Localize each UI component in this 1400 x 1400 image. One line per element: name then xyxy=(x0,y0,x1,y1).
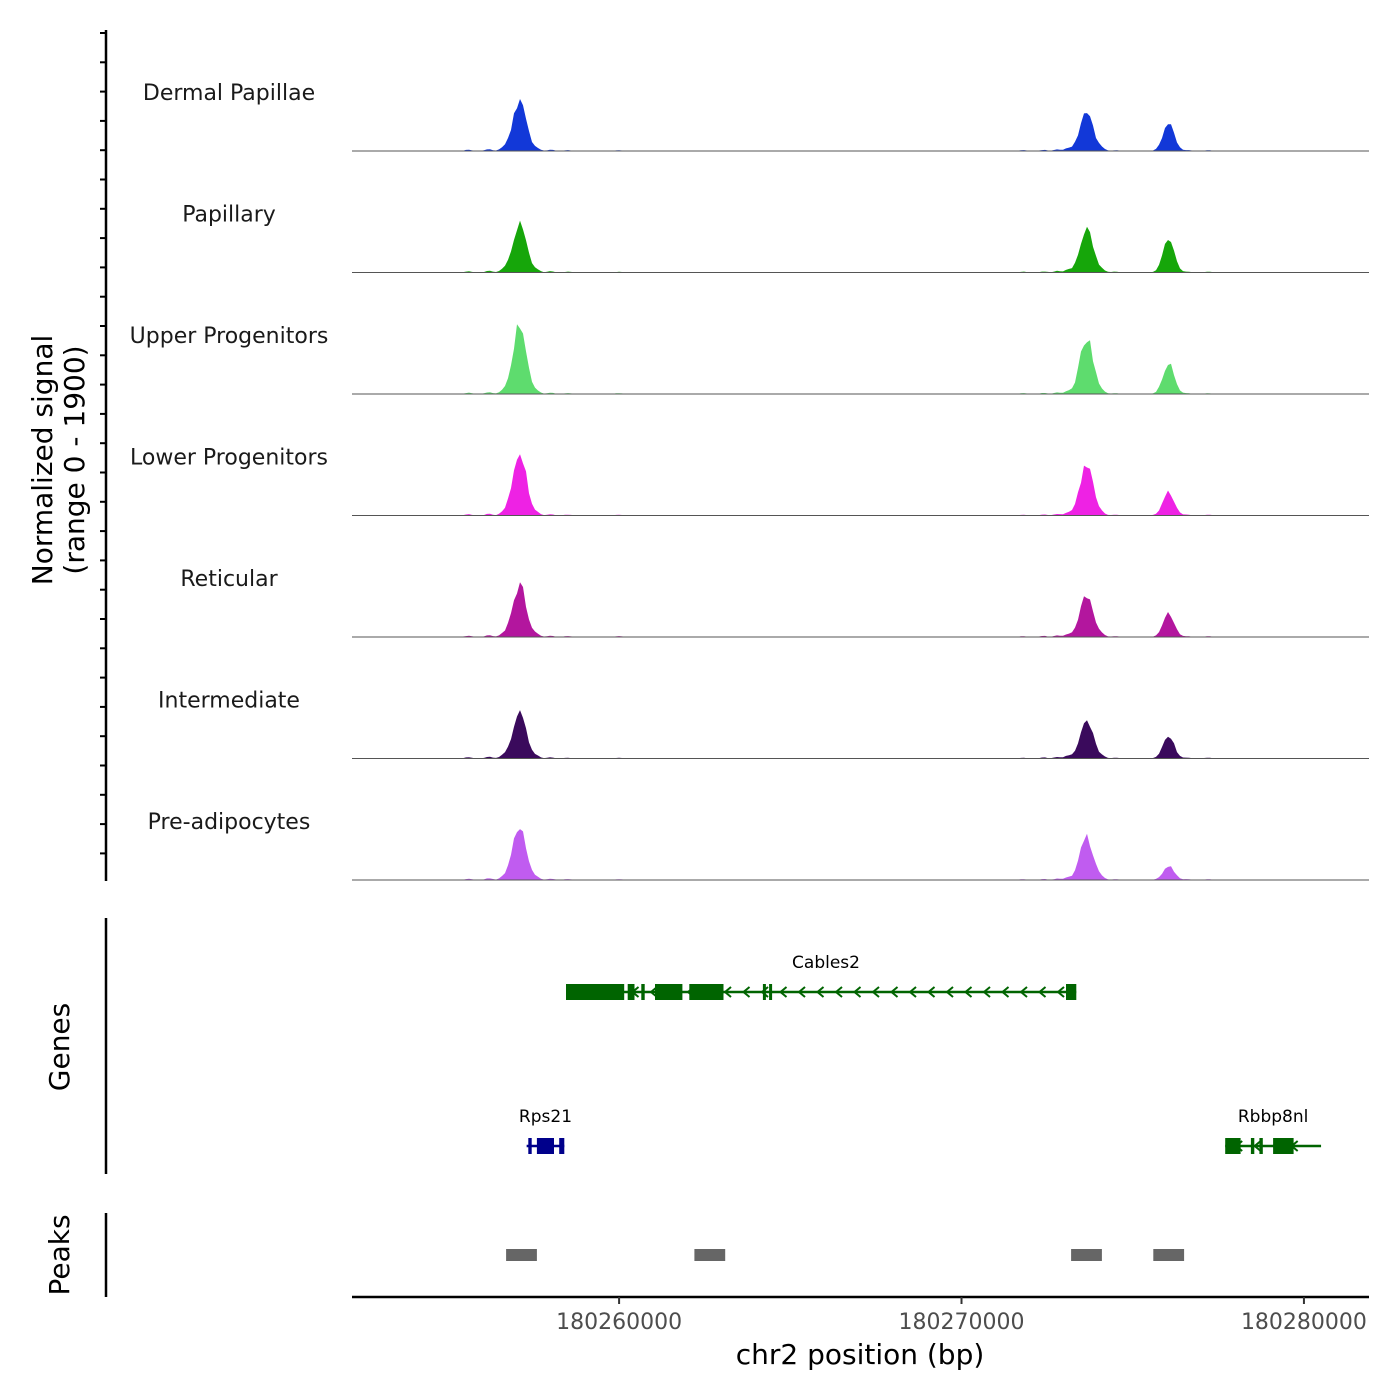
strand-chevron xyxy=(926,986,936,998)
gene-rbbp8nl: Rbbp8nl xyxy=(1225,1107,1322,1154)
track-papillary: Papillary xyxy=(182,203,1369,273)
signal-area xyxy=(352,454,1369,516)
x-tick-label: 180280000 xyxy=(1241,1310,1367,1335)
strand-chevron xyxy=(815,986,825,998)
strand-chevron xyxy=(1019,986,1028,998)
track-label: Reticular xyxy=(180,567,278,592)
track-dermal-papillae: Dermal Papillae xyxy=(143,81,1369,152)
gene-label: Cables2 xyxy=(792,953,860,973)
gene-exon xyxy=(641,984,645,1000)
strand-chevron xyxy=(1000,986,1010,998)
coverage-tracks: Dermal Papillae Papillary Upper Progenitor… xyxy=(130,81,1369,881)
gene-exon xyxy=(1273,1138,1294,1154)
gene-exon xyxy=(627,984,635,1000)
peaks-panel-label: Peaks xyxy=(43,1214,76,1295)
gene-exon xyxy=(528,1138,532,1154)
peak-region xyxy=(1153,1249,1185,1261)
strand-chevron xyxy=(945,986,954,998)
gene-exon xyxy=(762,984,766,1000)
track-intermediate: Intermediate xyxy=(158,689,1369,759)
strand-chevron xyxy=(908,986,917,998)
strand-chevron xyxy=(778,986,788,998)
strand-chevron xyxy=(1253,1140,1262,1152)
axes: 180260000 180270000 180280000 xyxy=(100,30,1369,1335)
track-lower-progenitors: Lower Progenitors xyxy=(130,446,1369,516)
x-tick-label: 180270000 xyxy=(899,1310,1025,1335)
y-axis-label-line1: Normalized signal xyxy=(26,335,59,586)
gene-label: Rbbp8nl xyxy=(1238,1107,1309,1127)
y-axis-label-line2: (range 0 - 1900) xyxy=(58,345,91,574)
strand-chevron xyxy=(760,986,769,998)
signal-area xyxy=(352,710,1369,759)
signal-area xyxy=(352,99,1369,151)
peak-region-track xyxy=(506,1249,1185,1261)
gene-exon xyxy=(536,1138,554,1154)
strand-chevron xyxy=(982,986,991,998)
strand-chevron xyxy=(834,986,843,998)
track-upper-progenitors: Upper Progenitors xyxy=(130,324,1369,395)
strand-chevron xyxy=(871,986,880,998)
track-pre-adipocytes: Pre-adipocytes xyxy=(148,810,1369,881)
track-label: Dermal Papillae xyxy=(143,81,315,106)
track-label: Papillary xyxy=(182,203,276,228)
strand-chevron xyxy=(797,986,806,998)
strand-chevron xyxy=(963,986,973,998)
strand-chevron xyxy=(1056,986,1065,998)
peak-region xyxy=(1071,1249,1102,1261)
gene-exon xyxy=(559,1138,565,1154)
track-label: Upper Progenitors xyxy=(130,324,329,349)
x-axis-label: chr2 position (bp) xyxy=(736,1338,985,1371)
gene-exon xyxy=(1225,1138,1241,1154)
gene-rps21: Rps21 xyxy=(519,1107,572,1154)
gene-exon xyxy=(1066,984,1077,1000)
peak-region xyxy=(694,1249,726,1261)
track-reticular: Reticular xyxy=(180,567,1369,638)
gene-exon xyxy=(689,984,724,1000)
strand-chevron xyxy=(889,986,899,998)
strand-chevron xyxy=(723,986,732,998)
x-tick-label: 180260000 xyxy=(556,1310,682,1335)
track-label: Lower Progenitors xyxy=(130,446,328,471)
signal-area xyxy=(352,220,1369,273)
gene-annotation-track: Cables2 Rps21 Rbbp8nl xyxy=(519,953,1322,1154)
signal-area xyxy=(352,582,1369,637)
gene-exon xyxy=(566,984,625,1000)
gene-exon xyxy=(1259,1138,1263,1154)
gene-label: Rps21 xyxy=(519,1107,572,1127)
gene-exon xyxy=(655,984,683,1000)
strand-chevron xyxy=(852,986,862,998)
gene-cables2: Cables2 xyxy=(566,953,1077,1000)
track-label: Intermediate xyxy=(158,689,300,714)
gene-exon xyxy=(1250,1138,1255,1154)
strand-chevron xyxy=(741,986,751,998)
strand-chevron xyxy=(1037,986,1047,998)
track-label: Pre-adipocytes xyxy=(148,810,311,835)
signal-area xyxy=(352,829,1369,880)
peak-region xyxy=(506,1249,537,1261)
signal-area xyxy=(352,324,1369,394)
gene-exon xyxy=(769,984,773,1000)
genes-panel-label: Genes xyxy=(43,1003,76,1091)
